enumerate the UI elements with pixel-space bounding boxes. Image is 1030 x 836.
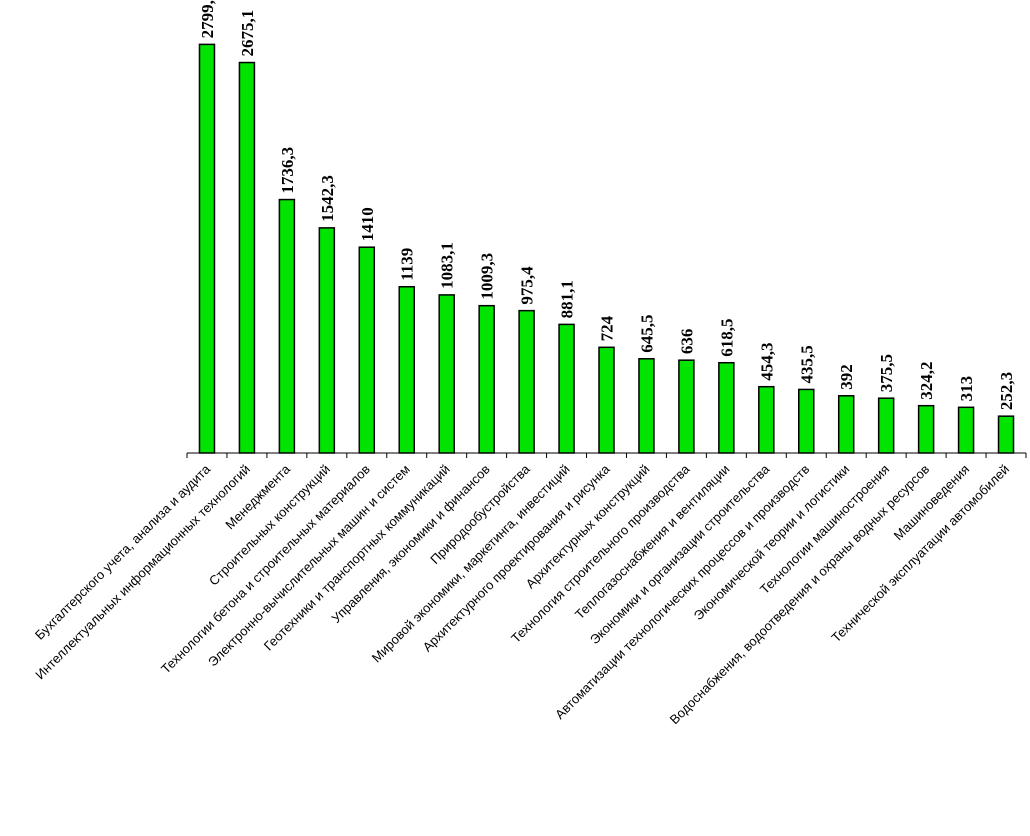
value-label: 435,5 — [797, 345, 816, 383]
value-label: 1139 — [398, 248, 417, 281]
value-label: 313 — [957, 376, 976, 402]
value-label: 375,5 — [877, 354, 896, 392]
bar — [318, 227, 336, 454]
value-label: 881,1 — [558, 280, 577, 318]
value-label: 618,5 — [717, 318, 736, 356]
bar — [758, 385, 775, 454]
bar — [638, 358, 655, 454]
bar — [598, 346, 615, 454]
bar — [997, 415, 1015, 454]
bar — [278, 198, 296, 454]
value-label: 1009,3 — [478, 253, 497, 300]
category-label: Водоснабжения, водоотведения и охраны во… — [667, 461, 933, 727]
value-label: 454,3 — [757, 342, 776, 380]
value-label: 2675,1 — [238, 10, 257, 57]
bar — [957, 406, 975, 454]
bar — [238, 61, 256, 454]
bar — [837, 395, 855, 454]
value-label: 724 — [598, 315, 617, 341]
value-label: 645,5 — [637, 315, 656, 353]
bar — [678, 359, 695, 454]
bar — [718, 361, 735, 454]
bar — [558, 323, 575, 454]
value-label: 636 — [677, 329, 696, 355]
value-label: 392 — [837, 364, 856, 390]
value-label: 1542,3 — [318, 175, 337, 222]
bar — [438, 294, 455, 454]
category-label: Архитектурного проектирования и рисунка — [420, 461, 613, 654]
value-label: 1736,3 — [278, 147, 297, 194]
bar — [877, 397, 895, 454]
bar — [398, 285, 415, 454]
x-axis — [186, 452, 1027, 458]
value-label: 2799,5 — [198, 0, 217, 38]
value-label: 324,2 — [917, 361, 936, 399]
bar — [478, 304, 495, 454]
value-label: 1083,1 — [438, 242, 457, 289]
value-label: 252,3 — [997, 372, 1016, 410]
bar — [798, 388, 815, 454]
bar — [198, 43, 216, 454]
category-label: Геотехники и транспортных коммуникаций — [261, 462, 453, 654]
category-label: Бухгалтерского учета, анализа и аудита — [32, 461, 214, 643]
bar — [917, 404, 935, 454]
bar — [358, 246, 376, 454]
value-label: 1410 — [358, 207, 377, 241]
value-label: 975,4 — [518, 266, 537, 305]
bar — [518, 309, 535, 454]
value-labels-group: 2799,5 2675,1 1736,3 1542,3 1410 1139 1083,1 10… — [198, 0, 1016, 410]
bars-group — [198, 43, 1015, 454]
category-labels-group: Бухгалтерского учета, анализа и аудитаИн… — [32, 461, 1012, 727]
